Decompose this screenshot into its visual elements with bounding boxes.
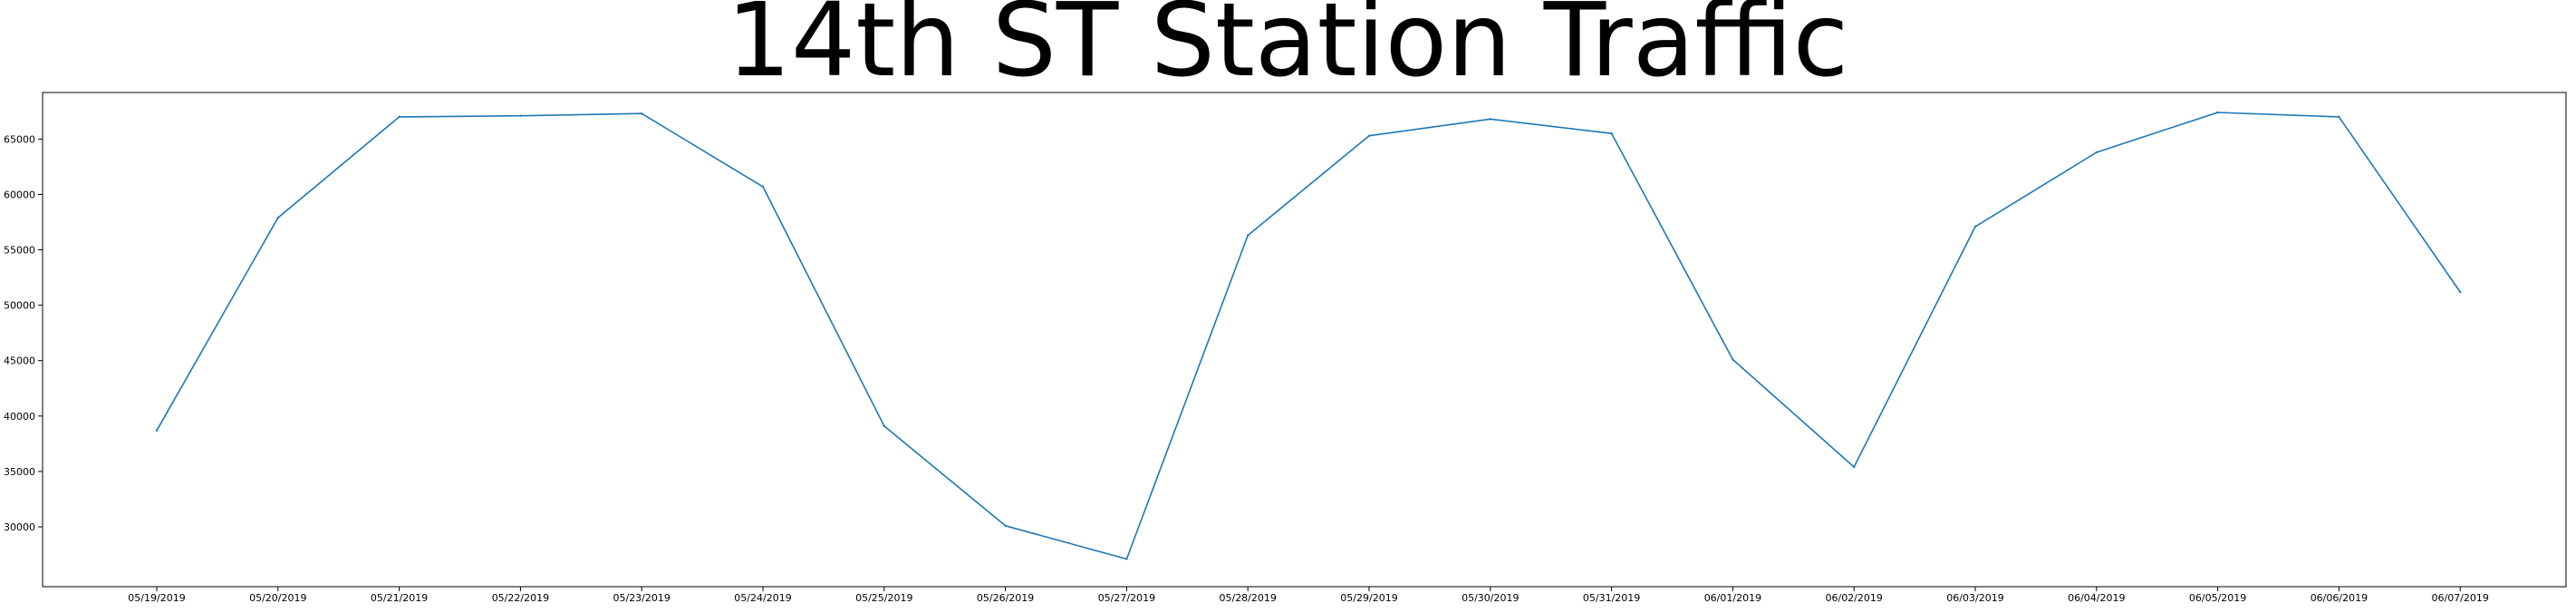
y-tick-label: 50000 bbox=[4, 300, 35, 312]
data-point bbox=[1610, 132, 1613, 135]
data-point bbox=[1367, 134, 1371, 137]
y-tick-label: 40000 bbox=[4, 411, 35, 423]
data-point bbox=[1973, 225, 1977, 229]
x-tick-label: 05/20/2019 bbox=[249, 592, 306, 604]
axes-frame bbox=[42, 92, 2567, 588]
x-tick-label: 05/30/2019 bbox=[1462, 592, 1519, 604]
x-tick-label: 05/28/2019 bbox=[1219, 592, 1276, 604]
data-point bbox=[1125, 558, 1128, 560]
data-point bbox=[1489, 118, 1492, 121]
data-point bbox=[1004, 524, 1007, 527]
data-point bbox=[155, 429, 159, 432]
x-tick-label: 05/19/2019 bbox=[128, 592, 185, 604]
data-point bbox=[2095, 151, 2098, 154]
x-tick-label: 05/21/2019 bbox=[371, 592, 428, 604]
plot-area: 30000 35000 40000 45000 50000 55000 60000 65000… bbox=[4, 92, 2567, 604]
data-point bbox=[761, 185, 765, 189]
x-tick-label: 05/26/2019 bbox=[977, 592, 1034, 604]
data-point bbox=[883, 424, 885, 428]
chart-title: 14th ST Station Traffic bbox=[727, 0, 1848, 100]
data-point bbox=[2216, 111, 2219, 114]
x-tick-label: 05/25/2019 bbox=[855, 592, 912, 604]
x-tick-label: 06/02/2019 bbox=[1825, 592, 1882, 604]
data-point bbox=[2338, 115, 2340, 119]
data-point bbox=[641, 112, 643, 115]
y-tick-label: 60000 bbox=[4, 189, 35, 200]
x-tick-label: 06/03/2019 bbox=[1946, 592, 2003, 604]
data-point bbox=[1732, 358, 1734, 361]
x-tick-label: 06/06/2019 bbox=[2311, 592, 2368, 604]
y-tick-label: 65000 bbox=[4, 133, 35, 145]
data-point bbox=[519, 114, 522, 117]
x-tick-label: 05/23/2019 bbox=[613, 592, 670, 604]
y-tick-label: 45000 bbox=[4, 355, 35, 367]
data-point bbox=[276, 216, 279, 219]
data-point bbox=[2459, 290, 2462, 294]
x-tick-label: 05/24/2019 bbox=[734, 592, 791, 604]
x-tick-label: 06/05/2019 bbox=[2189, 592, 2246, 604]
series-line bbox=[156, 112, 2461, 560]
x-tick-label: 05/22/2019 bbox=[492, 592, 549, 604]
data-point bbox=[1247, 234, 1249, 237]
x-tick-label: 05/31/2019 bbox=[1583, 592, 1640, 604]
x-tick-label: 06/01/2019 bbox=[1704, 592, 1761, 604]
y-tick-label: 55000 bbox=[4, 245, 35, 257]
data-point bbox=[398, 115, 400, 119]
x-tick-label: 06/04/2019 bbox=[2068, 592, 2125, 604]
y-tick-label: 30000 bbox=[4, 521, 35, 533]
x-tick-label: 05/29/2019 bbox=[1340, 592, 1397, 604]
x-tick-label: 05/27/2019 bbox=[1098, 592, 1155, 604]
x-tick-label: 06/07/2019 bbox=[2431, 592, 2488, 604]
y-tick-label: 35000 bbox=[4, 466, 35, 478]
data-point bbox=[1853, 465, 1856, 469]
